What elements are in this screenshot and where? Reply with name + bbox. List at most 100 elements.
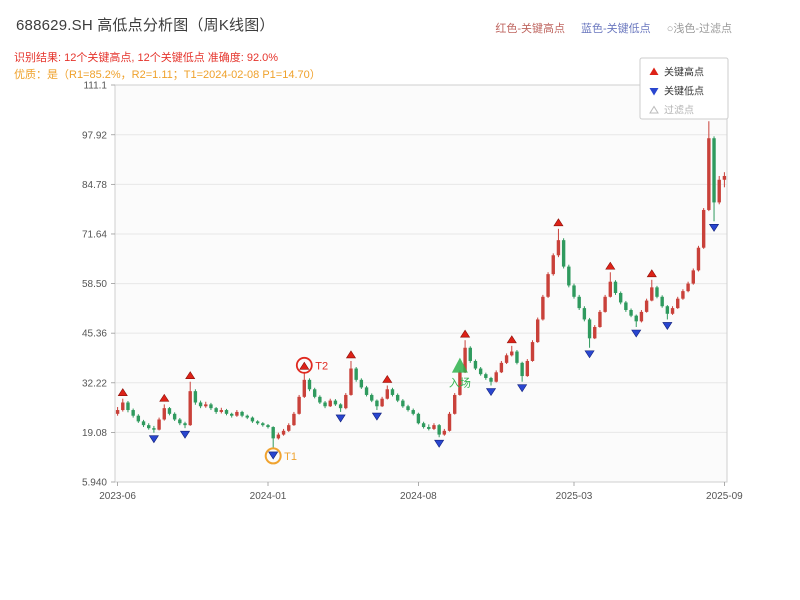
recognition-result-text: 识别结果: 12个关键高点, 12个关键低点 准确度: 92.0%	[14, 52, 279, 64]
candle-body-112	[696, 247, 701, 271]
top-legend: 红色-关键高点 蓝色-关键低点 ○浅色-过滤点	[495, 20, 732, 36]
annotations-layer: T1 T2 入场	[264, 356, 471, 465]
candle-body-113	[701, 209, 706, 248]
candle-body-23	[235, 411, 239, 416]
candle-body-75	[504, 355, 509, 363]
key-high-marker-8	[553, 218, 564, 227]
legend-item-label-0: 关键高点	[664, 66, 704, 79]
candle-body-83	[546, 274, 550, 297]
top-legend-key-low: 蓝色-关键低点	[581, 23, 651, 35]
candle-body-14	[188, 391, 192, 426]
candle-body-19	[214, 408, 218, 412]
candle-body-48	[364, 387, 369, 395]
candle-body-39	[318, 396, 322, 403]
candle-body-55	[401, 400, 405, 407]
axes-layer: 5.940 19.08 32.22 45.36 58.50 71.64 84.78 97.92…	[82, 81, 743, 503]
candle-body-21	[224, 410, 229, 414]
entry-label: 入场	[449, 376, 471, 390]
candle-body-11	[172, 413, 177, 420]
candle-body-117	[722, 175, 727, 180]
candle-body-99	[629, 310, 633, 316]
key-high-marker-9	[605, 261, 616, 270]
candle-body-40	[323, 402, 327, 407]
candle-body-115	[712, 138, 716, 203]
candle-body-52	[385, 389, 389, 399]
candle-body-86	[561, 240, 566, 267]
candle-body-63	[442, 430, 447, 435]
candle-body-6	[147, 425, 151, 429]
candle-body-16	[198, 402, 203, 407]
candle-body-97	[618, 293, 623, 303]
candle-body-72	[489, 377, 493, 382]
candle-body-102	[644, 300, 649, 312]
candle-body-111	[691, 270, 695, 284]
markers-layer	[117, 110, 720, 460]
page-title: 688629.SH 高低点分析图（周K线图）	[16, 17, 275, 34]
candle-body-88	[572, 285, 576, 297]
legend-up-triangle-icon	[649, 67, 659, 75]
t2-circle	[295, 356, 313, 374]
candle-body-116	[717, 179, 721, 203]
candle-body-36	[302, 379, 307, 397]
candle-body-47	[359, 379, 364, 388]
candle-body-38	[312, 389, 317, 397]
candle-body-27	[255, 421, 260, 424]
candle-body-87	[567, 266, 571, 286]
key-high-marker-5	[382, 374, 393, 383]
candle-body-85	[556, 240, 561, 256]
key-high-marker-3	[299, 361, 310, 370]
candle-body-4	[136, 415, 141, 422]
candle-body-43	[338, 404, 343, 409]
key-high-marker-1	[159, 393, 170, 402]
ytick-label-1: 19.08	[82, 428, 107, 439]
candle-body-9	[162, 408, 166, 420]
candle-body-20	[219, 410, 224, 412]
candle-body-15	[193, 391, 198, 403]
key-low-marker-9	[631, 329, 642, 338]
candle-body-107	[670, 308, 675, 314]
candle-body-100	[634, 315, 638, 322]
candle-body-10	[167, 408, 172, 414]
ytick-label-0: 5.940	[82, 478, 107, 489]
candle-body-66	[458, 372, 462, 395]
candle-body-94	[603, 296, 607, 312]
legend-item-label-1: 关键低点	[664, 85, 704, 98]
candle-body-105	[660, 296, 664, 307]
candle-body-1	[121, 402, 125, 411]
candle-body-53	[390, 389, 395, 395]
candle-body-91	[587, 319, 592, 339]
legend-item-label-2: 过滤点	[664, 104, 694, 117]
key-low-marker-3	[335, 414, 346, 423]
candle-body-34	[292, 413, 296, 426]
entry-triangle-icon	[451, 357, 468, 373]
candle-body-58	[416, 413, 421, 424]
top-legend-filtered: ○浅色-过滤点	[666, 23, 732, 35]
candle-body-89	[577, 296, 581, 309]
candle-body-95	[608, 281, 613, 297]
candle-body-101	[639, 311, 644, 322]
candle-body-26	[250, 417, 255, 422]
candle-body-24	[240, 411, 244, 416]
legend-down-triangle-icon	[649, 88, 659, 96]
candle-body-59	[421, 423, 426, 428]
candle-body-2	[126, 402, 130, 411]
candle-body-70	[478, 368, 483, 375]
candle-body-17	[204, 404, 208, 407]
candle-body-71	[484, 374, 488, 378]
key-low-marker-1	[179, 430, 191, 439]
candle-body-61	[432, 425, 436, 429]
key-low-marker-0	[148, 435, 159, 444]
candle-body-62	[437, 425, 441, 435]
ytick-label-6: 84.78	[82, 180, 107, 191]
candle-body-57	[411, 410, 415, 414]
t1-circle	[264, 447, 282, 465]
legend-hollow-triangle-icon	[649, 105, 659, 114]
candle-body-104	[655, 287, 659, 297]
candle-body-51	[380, 398, 384, 407]
candle-body-30	[271, 427, 275, 439]
t2-label: T2	[315, 360, 328, 372]
candle-body-31	[276, 434, 281, 439]
key-high-marker-4	[345, 350, 357, 359]
candle-body-49	[370, 394, 374, 401]
candle-body-18	[209, 404, 213, 409]
